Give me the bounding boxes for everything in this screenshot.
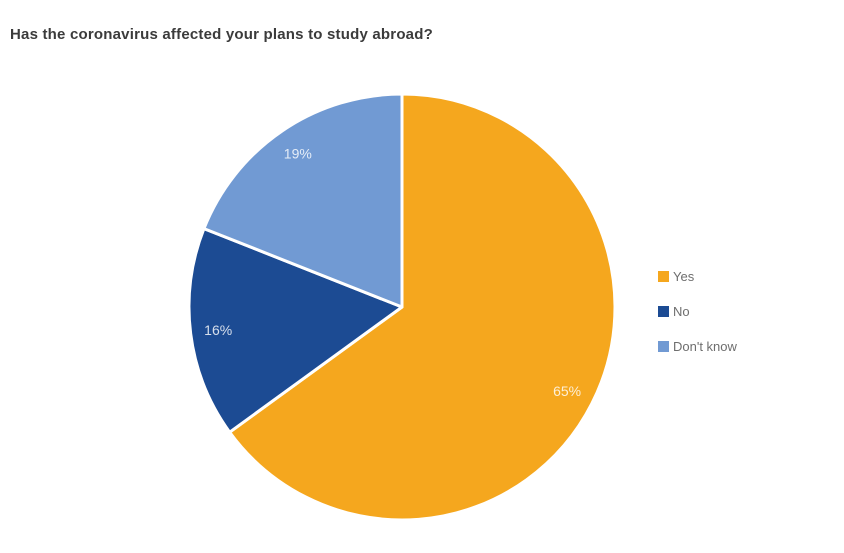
pie-slice-no bbox=[187, 227, 404, 434]
pie-label-yes: 65% bbox=[553, 383, 581, 399]
chart-title: Has the coronavirus affected your plans … bbox=[10, 26, 433, 43]
legend-swatch-no-icon bbox=[658, 306, 669, 317]
legend-item-dont-know: Don't know bbox=[658, 339, 737, 354]
pie-slice-yes bbox=[228, 92, 617, 522]
pie-chart: 65% 16% 19% bbox=[187, 92, 617, 522]
pie-label-don-t-know: 19% bbox=[284, 146, 312, 162]
legend-label-yes: Yes bbox=[673, 269, 695, 284]
legend-item-yes: Yes bbox=[658, 269, 737, 284]
legend: Yes No Don't know bbox=[658, 269, 737, 375]
legend-swatch-yes-icon bbox=[658, 271, 669, 282]
pie-slice-don-t-know bbox=[202, 92, 404, 309]
pie-label-no: 16% bbox=[204, 322, 232, 338]
legend-swatch-dont-know-icon bbox=[658, 341, 669, 352]
legend-label-dont-know: Don't know bbox=[673, 339, 737, 354]
legend-item-no: No bbox=[658, 304, 737, 319]
legend-label-no: No bbox=[673, 304, 690, 319]
